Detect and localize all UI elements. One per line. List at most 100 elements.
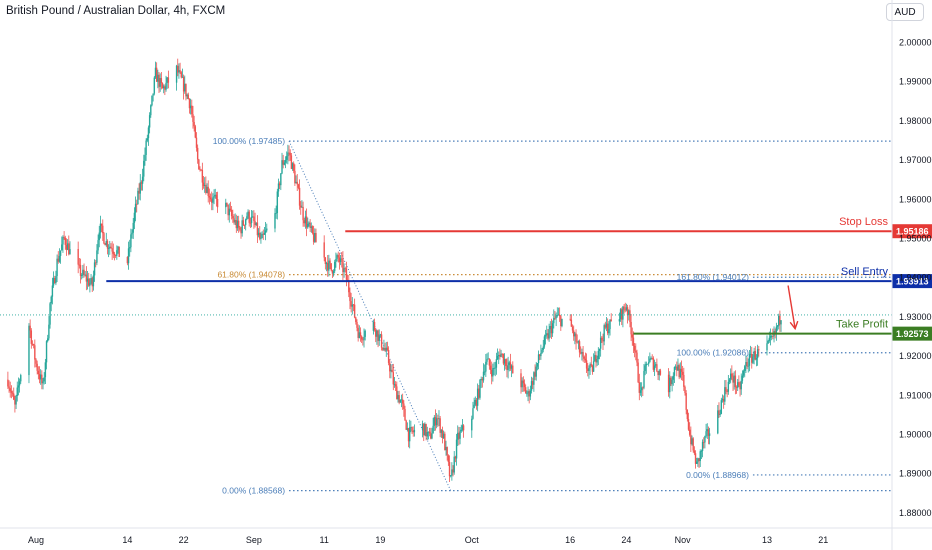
candle-body (281, 160, 283, 174)
candle-body (166, 77, 168, 83)
candle-body (452, 469, 454, 473)
candle-body (332, 271, 335, 274)
candle-body (189, 105, 192, 109)
candle-body (259, 232, 261, 239)
candle-body (201, 169, 204, 183)
candle-body (692, 438, 694, 451)
candle-body (239, 227, 241, 230)
candle-body (574, 333, 576, 337)
candle-body (10, 391, 13, 393)
candle-body (509, 362, 512, 369)
candle-body (556, 314, 559, 316)
candle-body (776, 325, 779, 327)
currency-button[interactable]: AUD (886, 3, 924, 21)
candle-body (410, 427, 412, 428)
candle-body (117, 246, 119, 251)
candle-body (294, 170, 296, 184)
fib-swing-line (288, 140, 452, 491)
candle-body (107, 248, 110, 249)
candle-body (335, 259, 337, 262)
candle-body (725, 387, 727, 392)
candle-body (741, 375, 744, 381)
candle-body (229, 208, 232, 210)
candle-body (116, 250, 118, 256)
candle-body (143, 160, 145, 177)
candle-body (235, 220, 238, 229)
candle-body (86, 278, 89, 282)
candle-body (36, 363, 38, 371)
candle-body (106, 240, 109, 249)
candle-body (225, 202, 227, 208)
candle-body (344, 268, 346, 270)
candle-body (343, 268, 345, 273)
candle-body (630, 321, 632, 335)
candle-body (458, 432, 460, 439)
candle-body (688, 429, 691, 435)
candle-body (360, 336, 363, 340)
candle-body (457, 432, 459, 440)
candle-body (310, 226, 312, 228)
candle-body (378, 335, 380, 341)
candle-body (659, 370, 662, 375)
candle-body (78, 264, 81, 266)
candle-body (772, 336, 774, 337)
candle-body (450, 475, 452, 477)
candle-body (315, 233, 317, 243)
candle-body (211, 199, 213, 203)
candle-body (65, 244, 68, 250)
candle-body (95, 262, 97, 264)
candle-body (383, 348, 385, 350)
candle-body (398, 395, 400, 403)
candle-body (453, 456, 455, 473)
candle-body (309, 222, 311, 228)
candle-body (44, 362, 47, 378)
candle-body (535, 366, 537, 377)
candle-body (83, 269, 85, 275)
sell-entry-price-tag (892, 274, 932, 289)
candle-body (747, 365, 749, 367)
candle-body (430, 433, 432, 439)
candle-body (621, 309, 623, 320)
candle-body (487, 358, 489, 360)
candle-body (598, 348, 601, 351)
candle-body (280, 173, 282, 186)
candle-body (604, 325, 607, 328)
candle-body (93, 262, 96, 276)
candle-body (314, 233, 316, 242)
candle-body (523, 383, 526, 388)
candle-body (740, 380, 742, 390)
candle-body (257, 232, 260, 236)
candle-body (51, 285, 54, 297)
y-tick-label: 1.93000 (899, 312, 932, 322)
candle-body (297, 184, 300, 188)
candle-body (412, 430, 414, 433)
candle-body (644, 365, 646, 372)
candle-body (232, 216, 234, 219)
candle-body (588, 367, 590, 372)
candle-body (544, 335, 547, 337)
candle-body (691, 438, 693, 445)
stop-loss-price-tag (892, 224, 932, 239)
candle-body (311, 226, 314, 234)
candle-body (62, 236, 64, 245)
candle-body (677, 365, 679, 371)
candle-body (638, 382, 641, 393)
candle-body (50, 296, 52, 304)
candle-body (263, 232, 266, 235)
candle-body (571, 326, 574, 331)
candle-body (476, 388, 479, 406)
candle-body (102, 225, 104, 234)
candle-body (84, 274, 86, 276)
candle-body (256, 222, 259, 236)
candle-body (608, 329, 610, 334)
candle-body (328, 260, 330, 271)
candle-body (727, 381, 730, 392)
candle-body (31, 343, 34, 345)
candle-body (157, 74, 159, 82)
candle-body (553, 317, 555, 324)
stop-loss-price-tag-text: 1.95186 (896, 227, 929, 237)
candle-body (721, 398, 724, 401)
y-tick-label: 1.91000 (899, 390, 932, 400)
candle-body (424, 423, 426, 436)
